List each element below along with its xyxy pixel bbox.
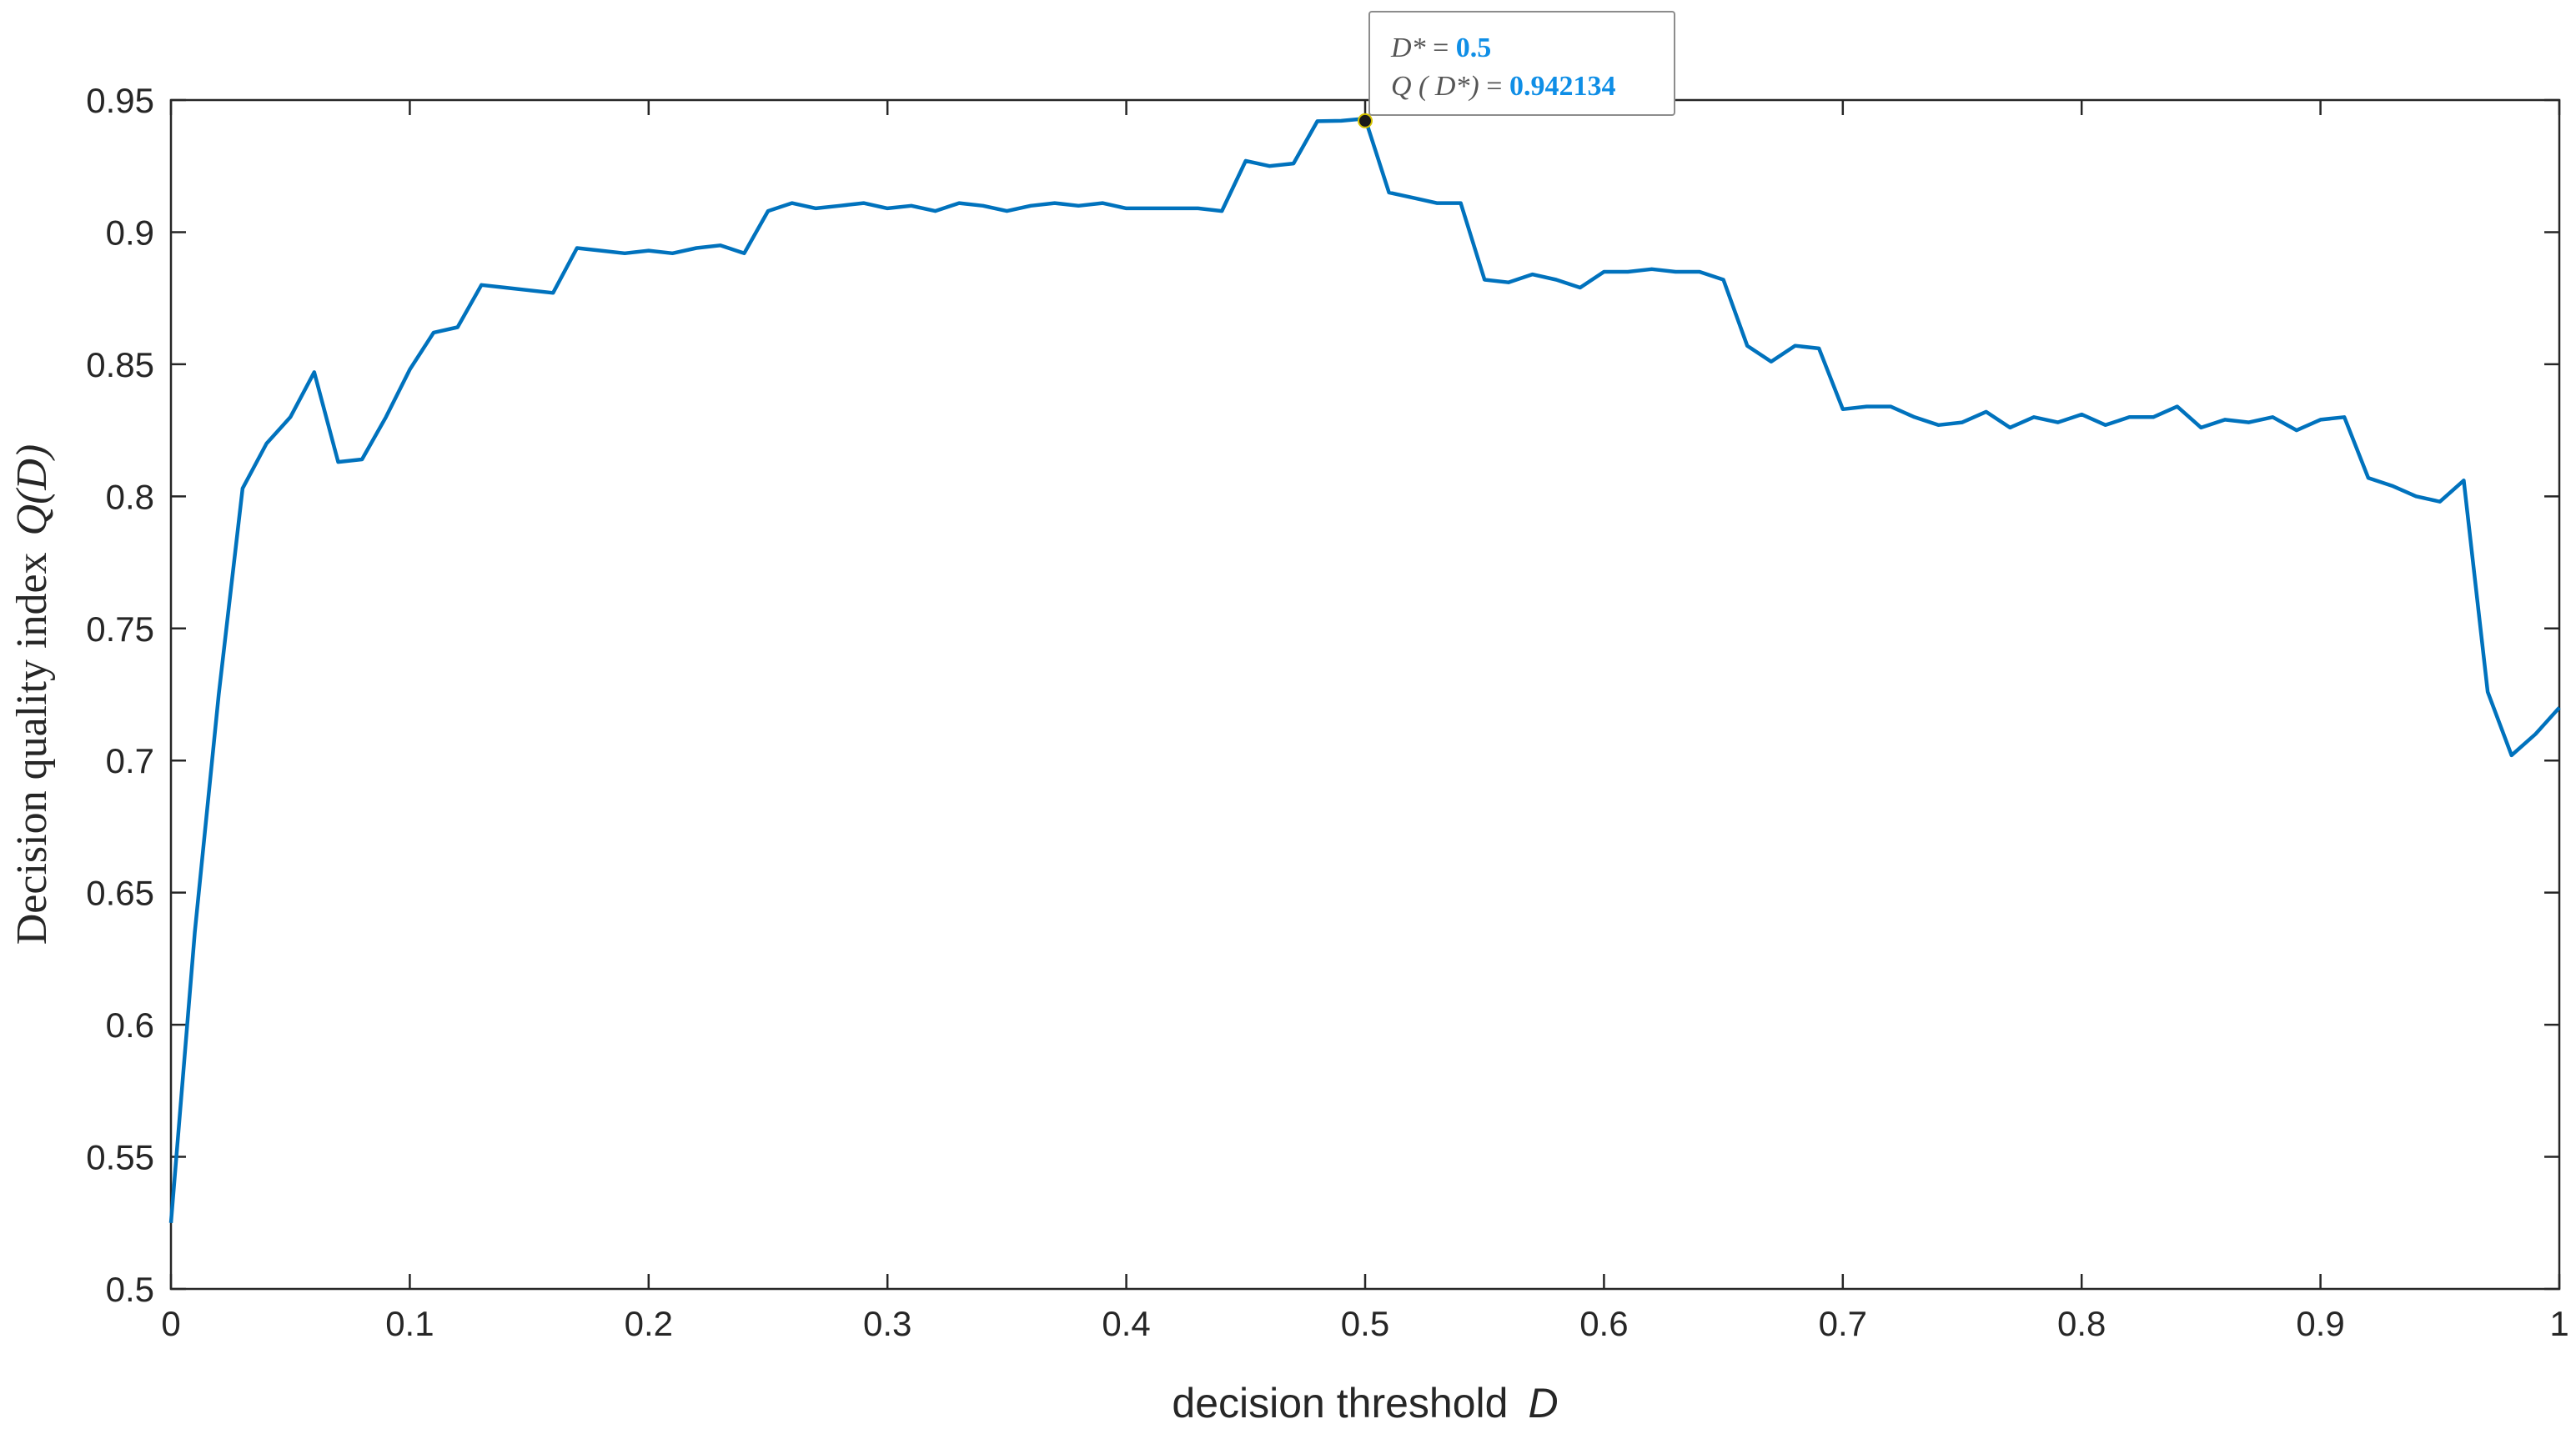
data-tip-x-line: D* = 0.5: [1390, 33, 1491, 63]
x-axis-label: decision threshold D: [1172, 1380, 1558, 1426]
x-tick-label: 0.2: [625, 1304, 673, 1343]
x-tick-label: 0.8: [2057, 1304, 2106, 1343]
y-tick-label: 0.7: [106, 741, 154, 780]
y-axis-ticks: 0.5 0.55 0.6 0.65 0.7 0.75 0.8 0.85 0.9 0.95: [86, 81, 2559, 1309]
x-tick-label: 0.6: [1579, 1304, 1628, 1343]
x-tick-label: 0: [161, 1304, 180, 1343]
data-tip-y-line: Q ( D*) = 0.942134: [1391, 71, 1615, 102]
y-tick-label: 0.95: [86, 81, 154, 120]
x-tick-label: 0.9: [2296, 1304, 2344, 1343]
data-tip-marker: [1358, 113, 1373, 128]
plot-area: [169, 98, 2561, 1291]
y-tick-label: 0.6: [106, 1005, 154, 1045]
x-tick-label: 1: [2549, 1304, 2568, 1343]
y-tick-label: 0.5: [106, 1270, 154, 1309]
x-tick-label: 0.4: [1102, 1304, 1150, 1343]
data-tip-box: [1368, 11, 1675, 116]
y-tick-label: 0.85: [86, 345, 154, 384]
x-tick-label: 0.3: [863, 1304, 911, 1343]
y-tick-label: 0.8: [106, 477, 154, 516]
x-tick-label: 0.7: [1819, 1304, 1867, 1343]
x-tick-label: 0.5: [1341, 1304, 1389, 1343]
y-axis-label: Decision quality indexQ(D): [8, 444, 56, 945]
y-tick-label: 0.9: [106, 213, 154, 252]
x-axis-ticks: 0 0.1 0.2 0.3 0.4 0.5 0.6 0.7 0.8 0.9 1: [161, 100, 2569, 1343]
y-tick-label: 0.55: [86, 1138, 154, 1177]
x-tick-label: 0.1: [385, 1304, 434, 1343]
y-tick-label: 0.75: [86, 609, 154, 649]
data-tip: D* = 0.5 Q ( D*) = 0.942134: [1358, 11, 1675, 128]
y-tick-label: 0.65: [86, 874, 154, 913]
